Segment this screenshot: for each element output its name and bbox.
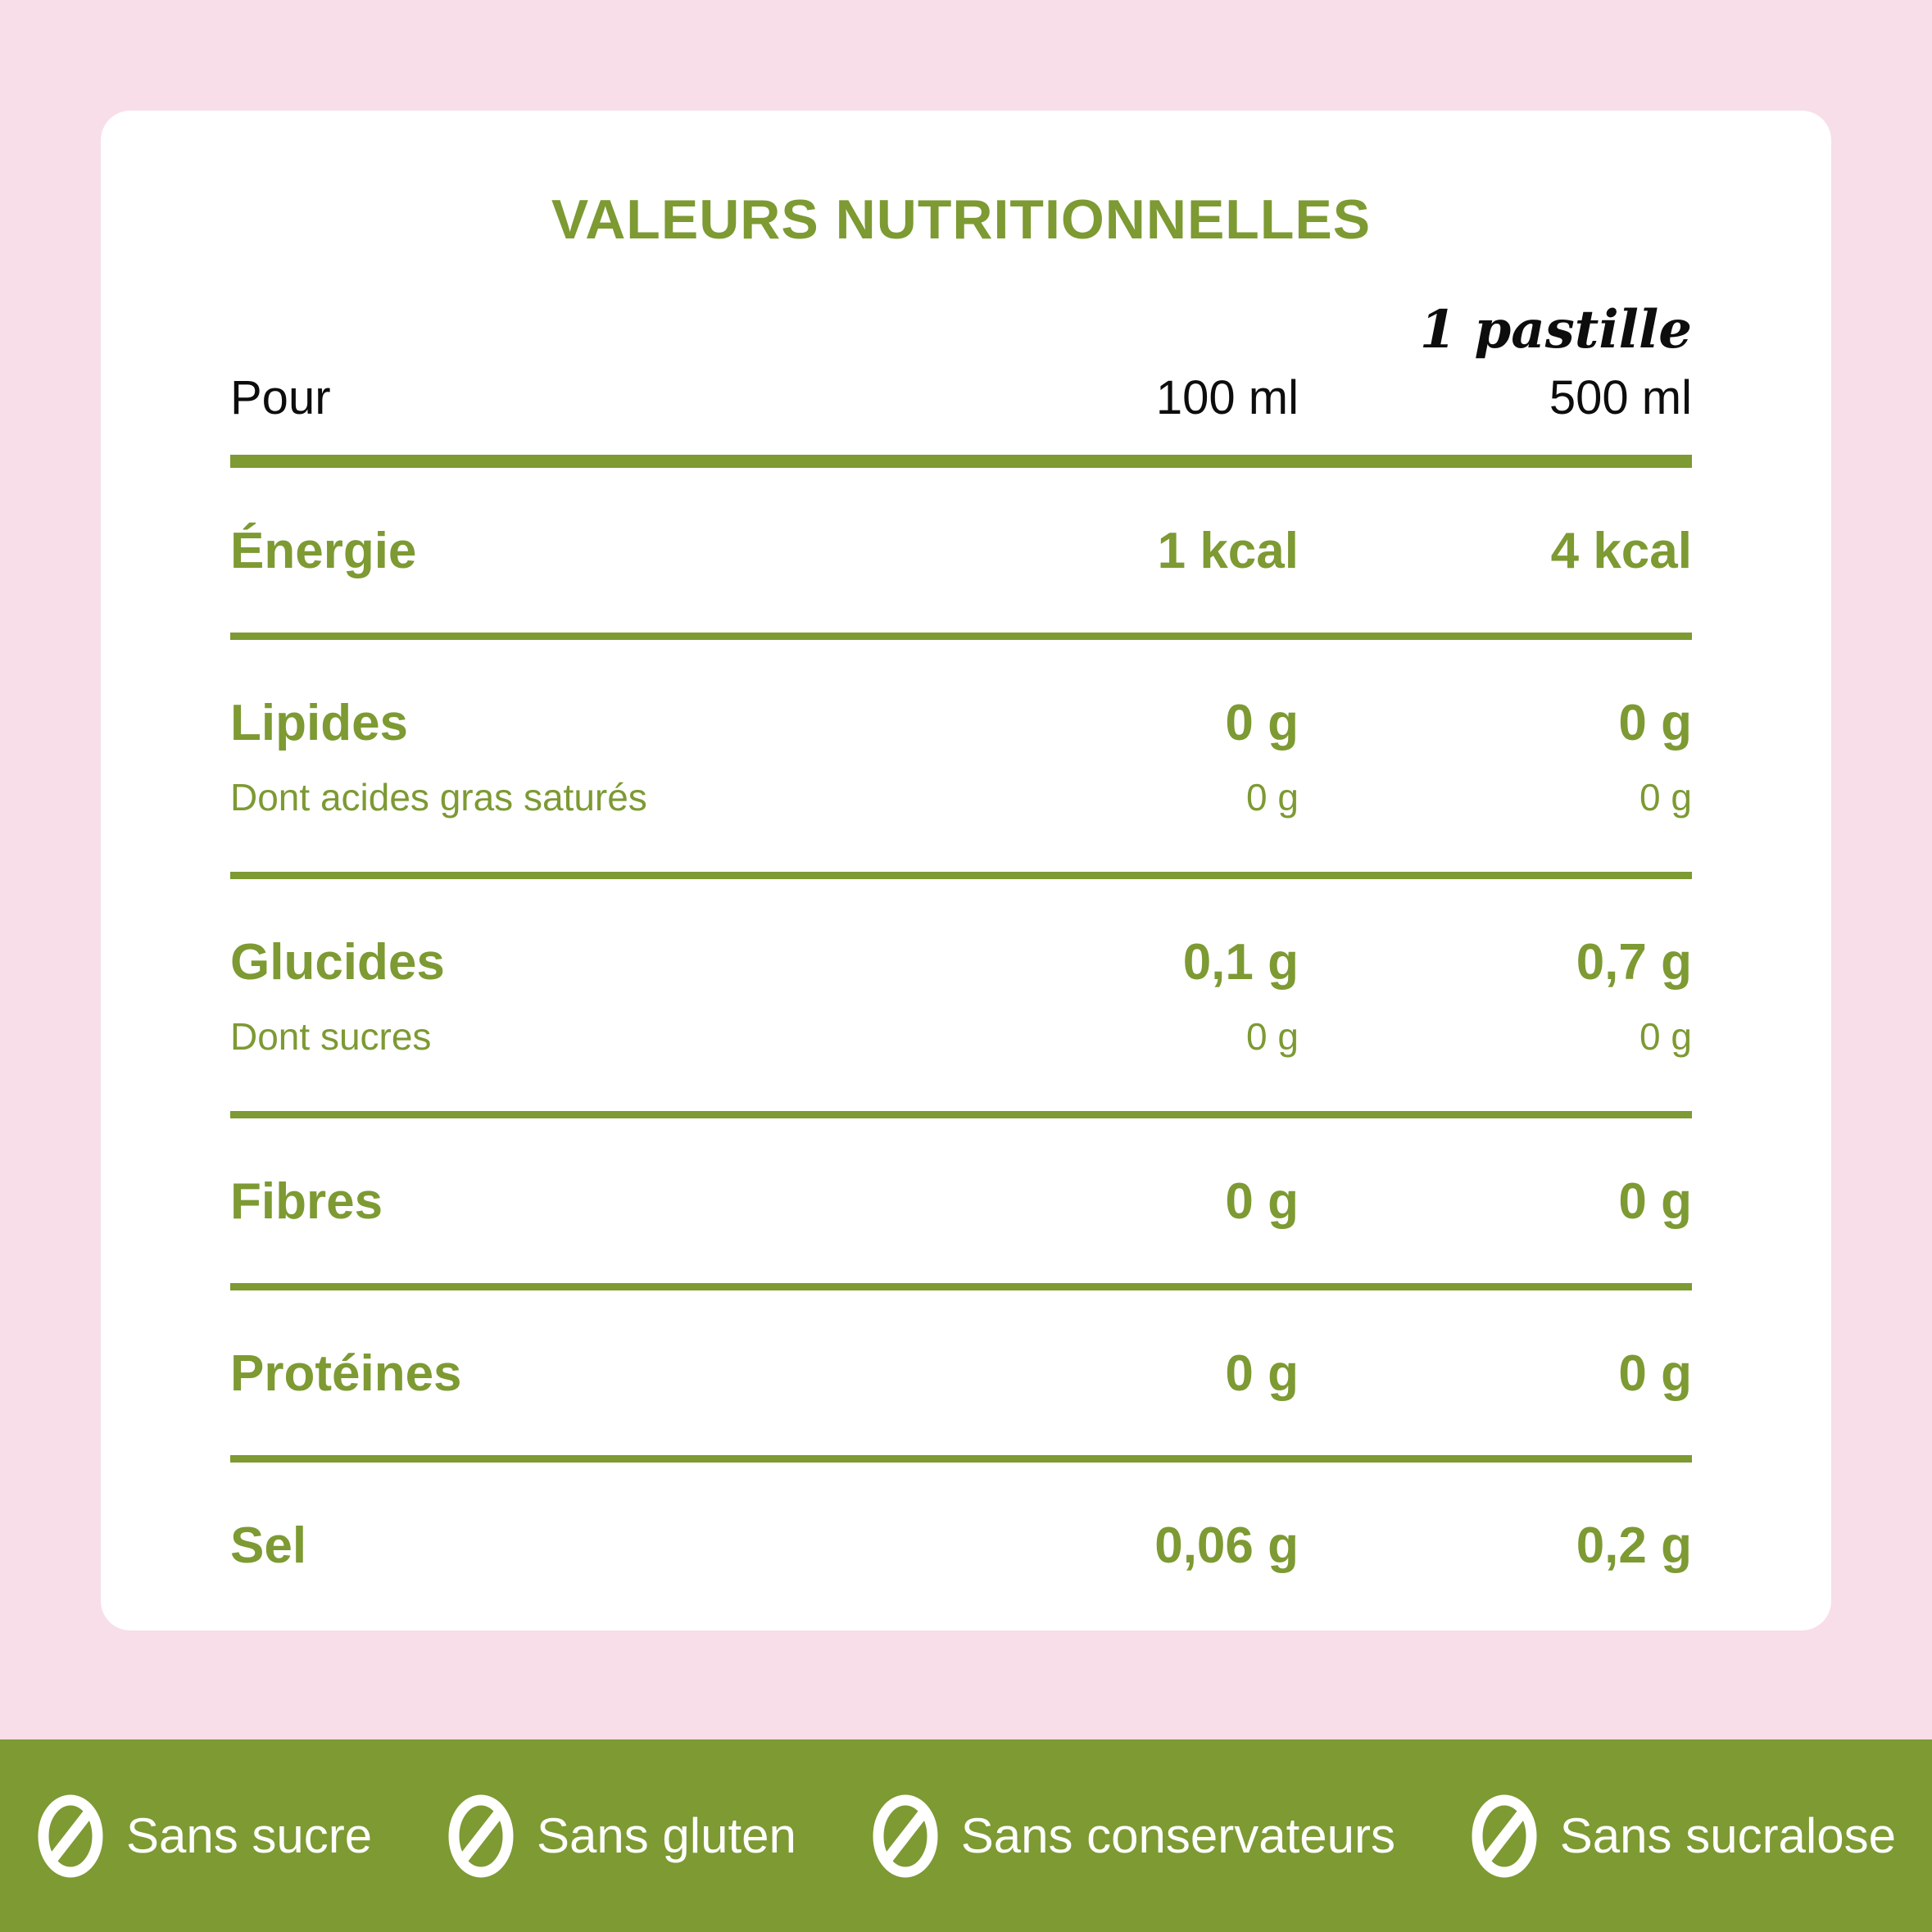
no-sign-icon xyxy=(873,1794,938,1877)
no-sign-icon xyxy=(38,1794,103,1877)
divider-thick xyxy=(230,455,1692,468)
serving-note-row: 1 pastille xyxy=(230,299,1692,361)
row-label: Protéines xyxy=(230,1345,462,1402)
row-value-100ml: 1 kcal xyxy=(1157,523,1299,579)
row-label: Lipides xyxy=(230,695,409,751)
row-value-100ml: 0 g xyxy=(1225,1345,1299,1402)
subrow-value-500ml: 0 g xyxy=(1639,1015,1692,1058)
divider xyxy=(230,1283,1692,1290)
row-value-100ml: 0,06 g xyxy=(1154,1517,1299,1574)
no-sign-icon xyxy=(1472,1794,1537,1877)
claim-label: Sans conservateurs xyxy=(960,1808,1395,1863)
table-row-proteines: Protéines 0 g 0 g xyxy=(230,1290,1692,1403)
claims-banner: Sans sucre Sans gluten Sans conservateur… xyxy=(0,1739,1932,1932)
header-label-pour: Pour xyxy=(230,371,331,424)
divider xyxy=(230,872,1692,879)
nutrition-card: VALEURS NUTRITIONNELLES 1 pastille Pour … xyxy=(101,111,1831,1630)
table-row-glucides: Glucides 0,1 g 0,7 g xyxy=(230,879,1692,991)
table-subrow-sucres: Dont sucres 0 g 0 g xyxy=(230,991,1692,1059)
claim-label: Sans gluten xyxy=(536,1808,796,1863)
header-col-500ml: 500 ml xyxy=(1549,371,1692,424)
row-value-100ml: 0 g xyxy=(1225,695,1299,751)
row-value-100ml: 0,1 g xyxy=(1182,934,1299,991)
subrow-value-500ml: 0 g xyxy=(1639,776,1692,819)
table-row-lipides: Lipides 0 g 0 g xyxy=(230,640,1692,752)
claim-sans-gluten: Sans gluten xyxy=(447,1793,796,1880)
table-subrow-acides-gras: Dont acides gras saturés 0 g 0 g xyxy=(230,752,1692,819)
subrow-value-100ml: 0 g xyxy=(1246,1015,1299,1058)
row-label: Fibres xyxy=(230,1173,383,1230)
row-label: Énergie xyxy=(230,523,417,579)
claim-sans-sucralose: Sans sucralose xyxy=(1470,1793,1896,1880)
claim-sans-sucre: Sans sucre xyxy=(36,1793,372,1880)
no-sign-icon xyxy=(448,1794,514,1877)
row-value-500ml: 0 g xyxy=(1618,1173,1692,1230)
row-value-500ml: 0 g xyxy=(1618,695,1692,751)
divider xyxy=(230,633,1692,640)
row-label: Sel xyxy=(230,1517,307,1574)
page-title: VALEURS NUTRITIONNELLES xyxy=(551,188,1372,251)
claim-sans-conservateurs: Sans conservateurs xyxy=(871,1793,1395,1880)
row-label: Glucides xyxy=(230,934,445,991)
row-value-500ml: 4 kcal xyxy=(1550,523,1692,579)
table-header-row: Pour 100 ml 500 ml xyxy=(230,370,1692,425)
divider xyxy=(230,1455,1692,1463)
row-value-500ml: 0 g xyxy=(1618,1345,1692,1402)
claim-label: Sans sucre xyxy=(126,1808,373,1863)
claim-label: Sans sucralose xyxy=(1559,1808,1896,1863)
table-row-energie: Énergie 1 kcal 4 kcal xyxy=(230,468,1692,580)
divider xyxy=(230,1111,1692,1118)
row-value-500ml: 0,7 g xyxy=(1576,934,1692,991)
table-row-fibres: Fibres 0 g 0 g xyxy=(230,1118,1692,1231)
subrow-label: Dont acides gras saturés xyxy=(230,776,647,819)
row-value-500ml: 0,2 g xyxy=(1576,1517,1692,1574)
row-value-100ml: 0 g xyxy=(1225,1173,1299,1230)
subrow-value-100ml: 0 g xyxy=(1246,776,1299,819)
table-row-sel: Sel 0,06 g 0,2 g xyxy=(230,1463,1692,1575)
header-col-100ml: 100 ml xyxy=(1155,371,1299,424)
subrow-label: Dont sucres xyxy=(230,1015,432,1058)
serving-note: 1 pastille xyxy=(1419,299,1692,361)
